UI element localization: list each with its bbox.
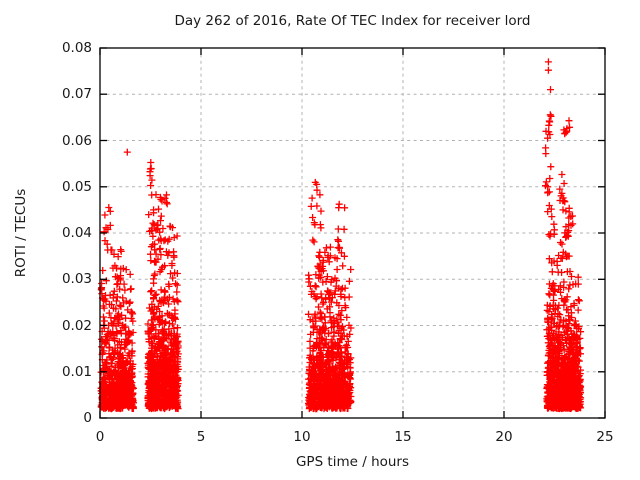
x-tick-label: 25 bbox=[596, 429, 614, 445]
scatter-points bbox=[97, 58, 585, 413]
y-tick-label: 0.03 bbox=[61, 271, 92, 288]
x-tick-label: 0 bbox=[95, 429, 105, 445]
y-tick-label: 0.01 bbox=[61, 363, 92, 380]
y-tick-label: 0 bbox=[83, 410, 92, 426]
y-tick-label: 0.05 bbox=[61, 178, 92, 195]
y-tick-label: 0.06 bbox=[61, 132, 92, 149]
y-tick-label: 0.04 bbox=[61, 225, 92, 241]
x-axis-label: GPS time / hours bbox=[295, 454, 410, 470]
axis-ticks bbox=[99, 47, 606, 419]
x-tick-label: 15 bbox=[394, 429, 412, 445]
y-tick-label: 0.08 bbox=[61, 40, 92, 56]
y-tick-label: 0.07 bbox=[61, 86, 92, 103]
y-tick-label: 0.02 bbox=[61, 317, 92, 334]
x-tick-label: 5 bbox=[196, 429, 206, 445]
x-tick-label: 10 bbox=[293, 429, 311, 445]
x-tick-label: 20 bbox=[495, 429, 513, 445]
chart-title: Day 262 of 2016, Rate Of TEC Index for r… bbox=[174, 13, 531, 29]
